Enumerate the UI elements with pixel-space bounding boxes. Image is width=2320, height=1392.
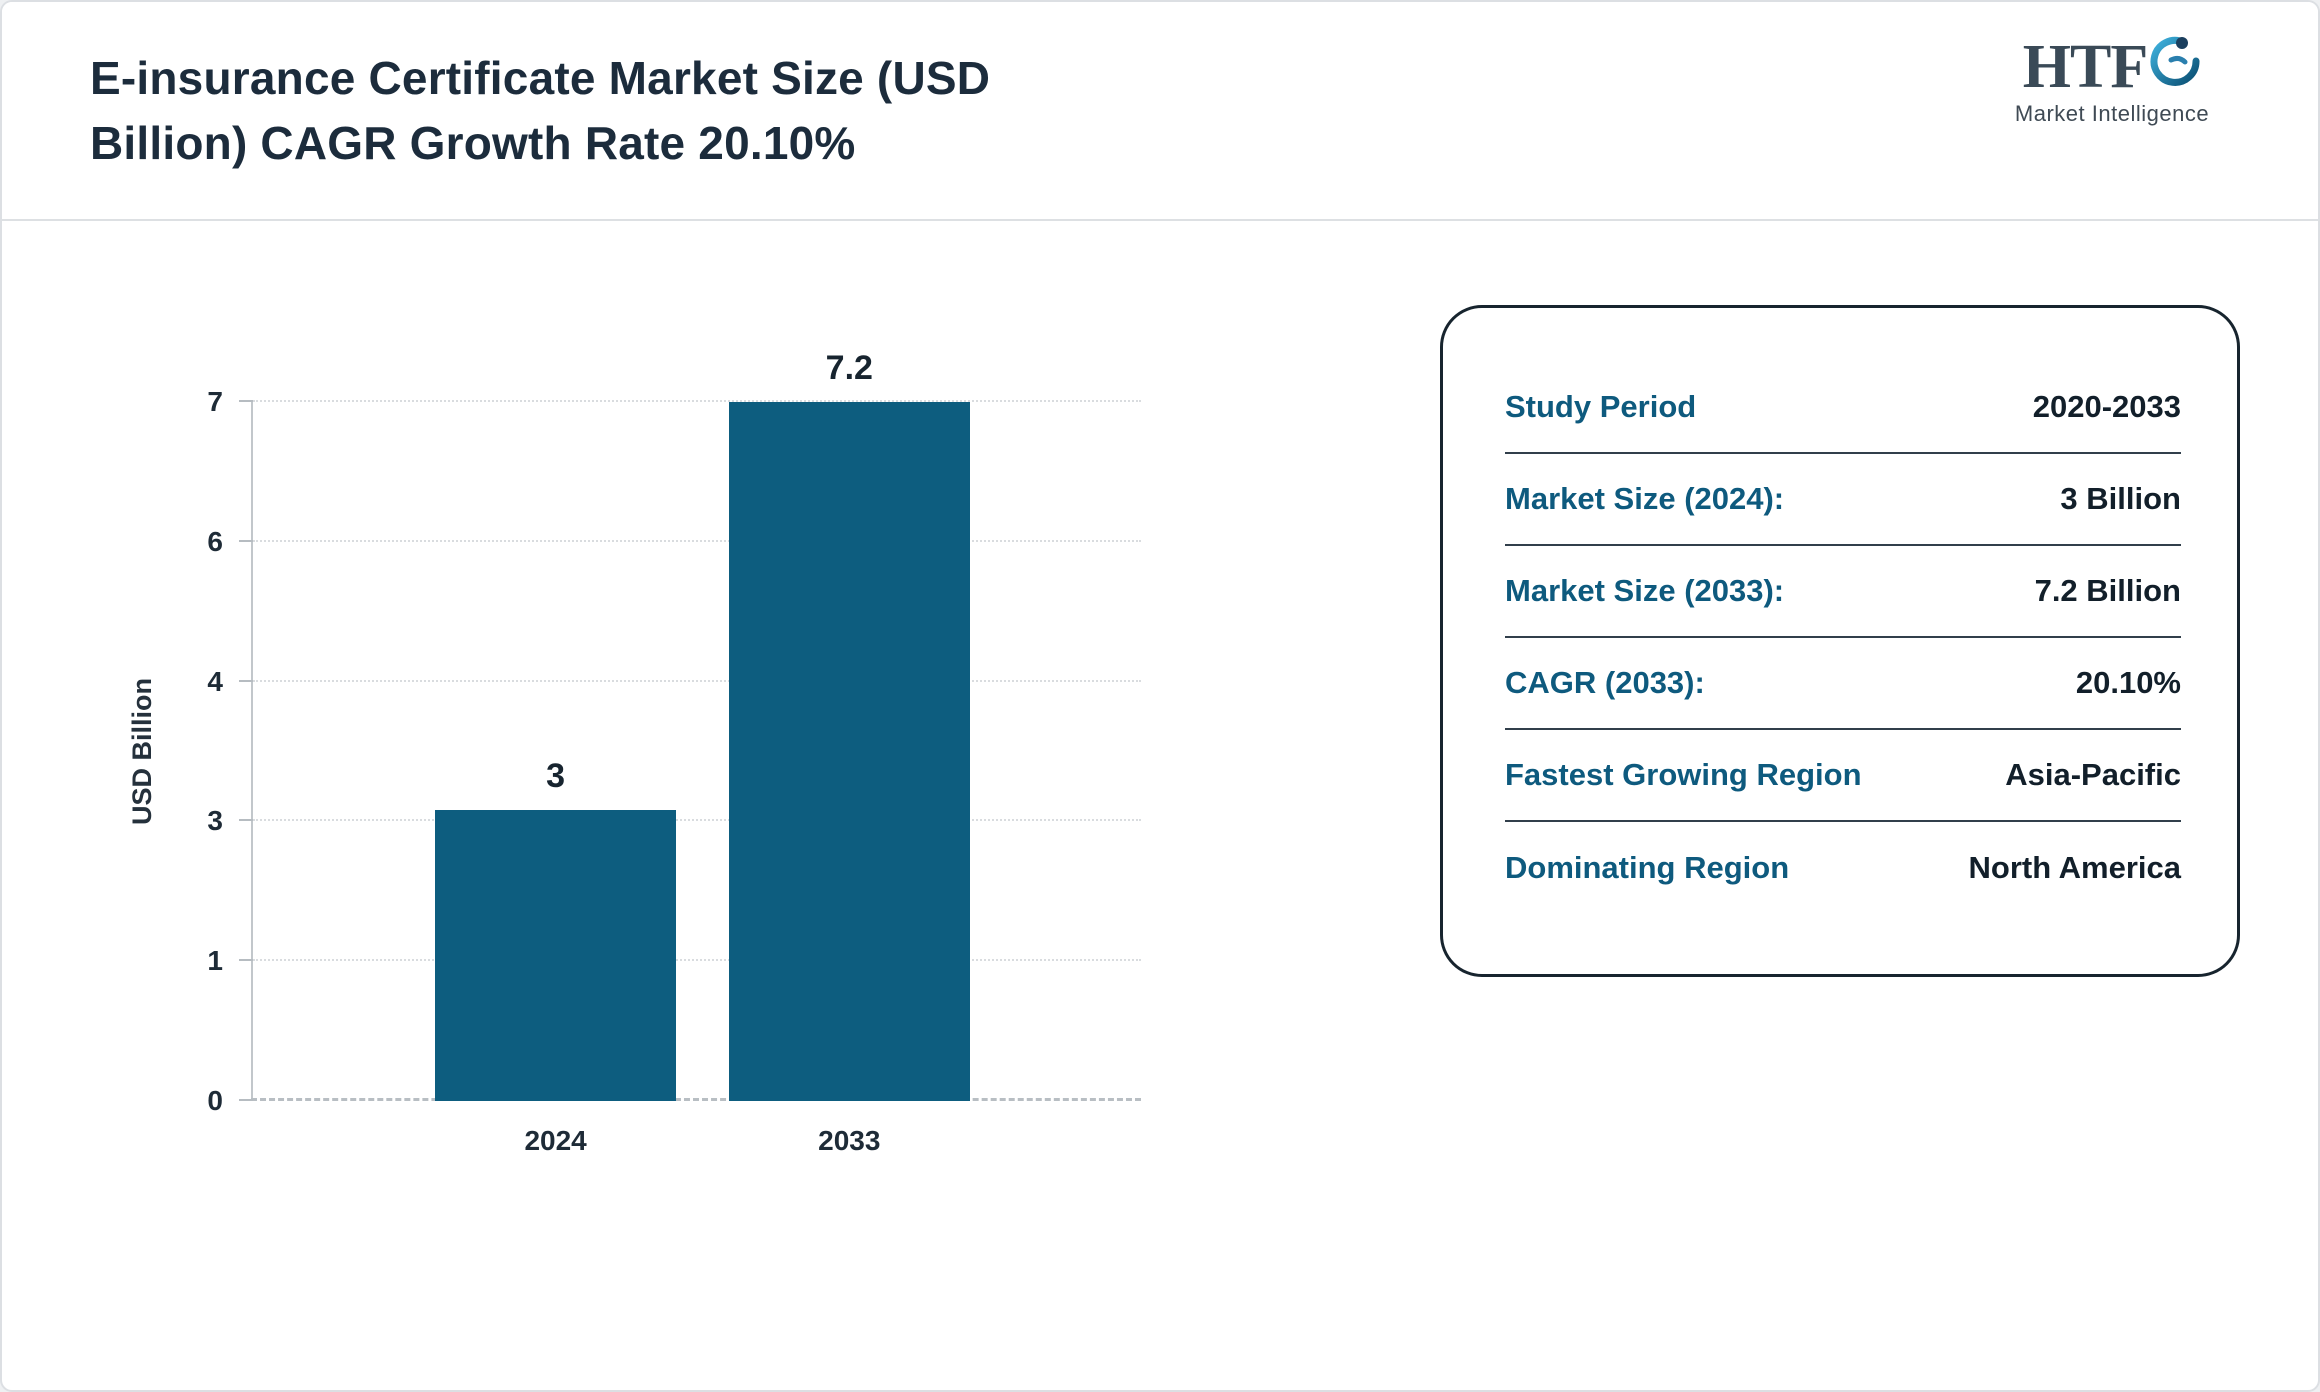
page-title-line1: E-insurance Certificate Market Size (USD [90, 52, 991, 104]
logo-top: HTF [1992, 36, 2232, 99]
bar-value-label: 7.2 [825, 349, 873, 387]
logo-subtext: Market Intelligence [2014, 101, 2210, 126]
gridline [253, 819, 1141, 822]
y-tick-mark [239, 959, 253, 962]
x-axis-line [251, 1098, 1141, 1101]
y-tick-label: 3 [207, 805, 223, 837]
info-row-value: Asia-Pacific [2005, 757, 2181, 792]
info-row: Market Size (2033): 7.2 Billion [1505, 546, 2181, 638]
bar-2024 [435, 809, 677, 1101]
info-row: Study Period 2020-2033 [1505, 362, 2181, 454]
gridline [253, 400, 1141, 402]
x-tick-label: 2024 [524, 1125, 587, 1156]
y-tick-label: 4 [207, 665, 223, 697]
page-title-line2: Billion) CAGR Growth Rate 20.10% [90, 117, 856, 170]
logo-text: HTF [2022, 33, 2148, 101]
info-row-label: Fastest Growing Region [1505, 757, 1862, 792]
header: E-insurance Certificate Market Size (USD… [2, 2, 2318, 221]
y-axis-label: USD Billion [126, 678, 157, 825]
info-row-value: 7.2 Billion [2034, 573, 2181, 608]
info-row-label: CAGR (2033): [1505, 665, 1705, 700]
y-tick-mark [239, 400, 253, 402]
info-row-value: 20.10% [2075, 665, 2181, 700]
y-tick-label: 6 [207, 525, 223, 557]
gridline [253, 539, 1141, 542]
logo-swirl-icon [2137, 30, 2201, 99]
page-title: E-insurance Certificate Market Size (USD… [90, 46, 990, 177]
y-tick-mark [239, 539, 253, 542]
info-row-value: 3 Billion [2060, 481, 2181, 516]
y-axis-label-wrap: USD Billion [120, 402, 164, 1101]
y-tick-mark [239, 819, 253, 822]
y-tick-label: 7 [207, 386, 223, 417]
info-row: Dominating Region North America [1505, 822, 2181, 914]
y-tick-mark [239, 679, 253, 682]
htf-logo: HTF Market Intelli [1992, 36, 2232, 127]
gridline [253, 959, 1141, 962]
info-row-label: Dominating Region [1505, 850, 1790, 885]
info-row: Fastest Growing Region Asia-Pacific [1505, 730, 2181, 822]
y-tick-label: 1 [207, 945, 223, 977]
bar-2033 [728, 402, 970, 1101]
info-row-value: North America [1968, 850, 2181, 885]
info-row-label: Market Size (2033): [1505, 573, 1785, 608]
info-row: Market Size (2024): 3 Billion [1505, 454, 2181, 546]
bar-chart-plot-area: 0 1 3 4 6 7 3 2024 7.2 2033 [207, 349, 1141, 1156]
bar-value-label: 3 [546, 756, 566, 795]
info-row-value: 2020-2033 [2032, 389, 2181, 424]
gridline [253, 679, 1141, 682]
info-row: CAGR (2033): 20.10% [1505, 638, 2181, 730]
y-tick-label: 0 [207, 1085, 223, 1116]
y-tick-mark [239, 1099, 253, 1101]
info-row-label: Market Size (2024): [1505, 481, 1785, 516]
info-row-label: Study Period [1505, 389, 1697, 424]
x-tick-label: 2033 [818, 1125, 881, 1156]
info-panel: Study Period 2020-2033 Market Size (2024):… [1440, 305, 2240, 977]
